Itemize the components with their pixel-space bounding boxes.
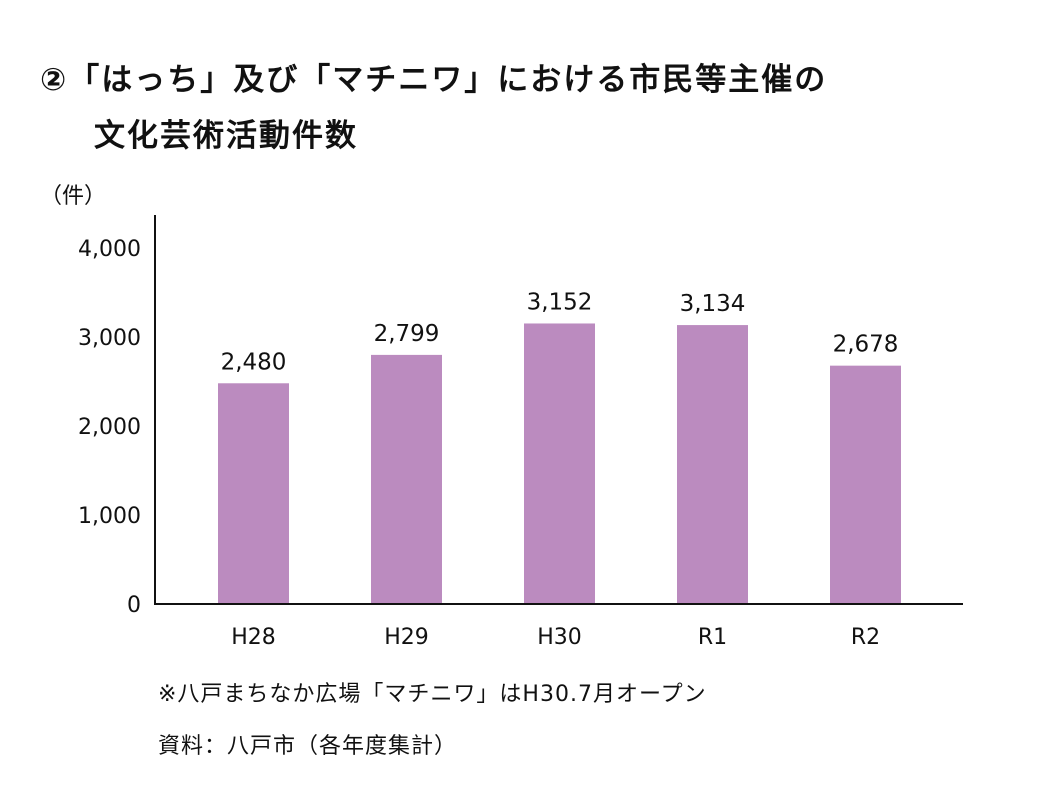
bar-R2 — [830, 365, 901, 604]
bar-H29 — [371, 354, 442, 604]
bar-H28 — [218, 383, 289, 604]
data-label: 3,134 — [680, 291, 746, 317]
x-tick-label: H30 — [537, 625, 582, 650]
x-tick-label: R2 — [851, 625, 880, 650]
x-tick-label: H28 — [231, 625, 276, 650]
chart-title-line2: 文化芸術活動件数 — [94, 118, 358, 154]
bar-H30 — [524, 323, 595, 604]
x-tick-label: H29 — [384, 625, 429, 650]
note-2: 資料：八戸市（各年度集計） — [158, 734, 458, 759]
x-tick-label: R1 — [698, 625, 727, 650]
y-tick-label: 2,000 — [78, 415, 141, 440]
chart-title: ②「はっち」及び「マチニワ」における市民等主催の 文化芸術活動件数 — [40, 52, 827, 164]
y-axis-unit: （件） — [40, 184, 107, 209]
data-label: 2,678 — [833, 332, 899, 358]
note-1: ※八戸まちなか広場「マチニワ」はH30.7月オープン — [158, 682, 707, 707]
data-label: 3,152 — [527, 289, 593, 315]
y-tick-label: 1,000 — [78, 504, 141, 529]
data-label: 2,799 — [374, 321, 440, 347]
bar-R1 — [677, 325, 748, 604]
y-tick-label: 4,000 — [78, 237, 141, 262]
chart-title-line1: ②「はっち」及び「マチニワ」における市民等主催の — [40, 62, 828, 98]
y-tick-label: 0 — [127, 593, 141, 618]
y-tick-label: 3,000 — [78, 326, 141, 351]
data-label: 2,480 — [221, 349, 287, 375]
